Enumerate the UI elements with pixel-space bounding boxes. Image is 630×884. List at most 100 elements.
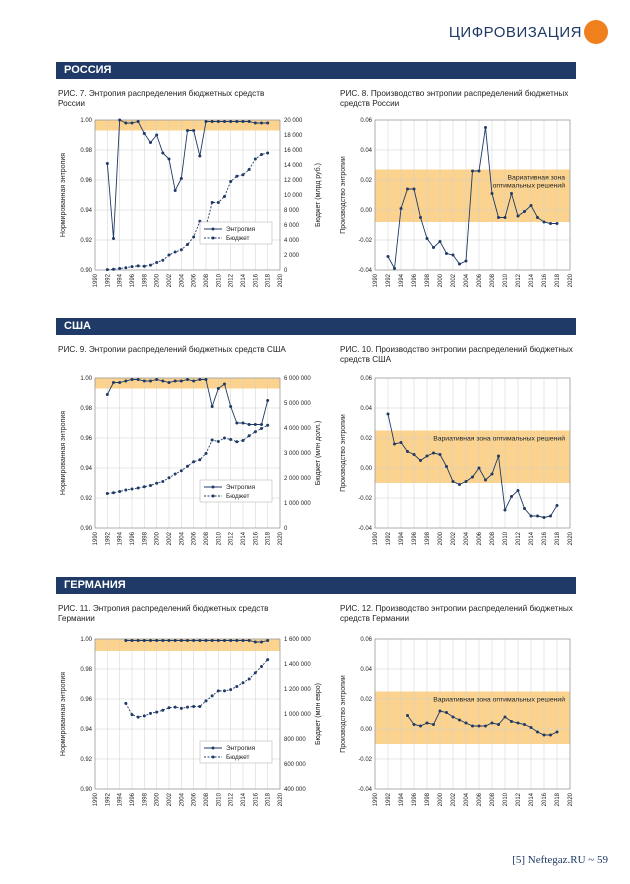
x-tick-label: 1998 — [425, 792, 431, 806]
entropy-point — [247, 423, 251, 426]
y2-tick-label: 0 — [284, 268, 288, 274]
x-tick-label: 2012 — [229, 531, 235, 545]
budget-series-line — [107, 152, 268, 271]
budget-point — [155, 261, 159, 264]
budget-point — [142, 714, 146, 718]
legend-marker-entropy — [211, 485, 215, 489]
budget-point — [112, 267, 115, 271]
budget-point — [229, 688, 233, 692]
budget-point — [266, 423, 270, 427]
plot-frame — [94, 638, 281, 790]
entropy-point — [136, 639, 140, 642]
entropy-point — [198, 639, 202, 642]
band-label: Вариативная зона — [508, 175, 566, 182]
budget-point — [142, 485, 146, 489]
budget-point — [105, 268, 109, 272]
entropy-point — [464, 259, 468, 263]
entropy-point — [105, 162, 109, 165]
entropy-point — [136, 378, 140, 381]
x-tick-label: 2012 — [516, 273, 522, 287]
entropy-point — [241, 120, 245, 123]
entropy-point — [167, 639, 171, 642]
chart-9 — [94, 377, 281, 529]
entropy-point — [432, 246, 435, 249]
entropy-point — [112, 237, 115, 240]
entropy-point — [260, 640, 263, 644]
x-tick-label: 1990 — [373, 792, 379, 806]
entropy-point — [155, 639, 159, 642]
entropy-point — [419, 459, 422, 462]
entropy-point — [130, 639, 134, 642]
x-tick-label: 1992 — [386, 792, 392, 806]
band-label: Вариативная зона оптимальных решений — [433, 696, 565, 704]
entropy-point — [497, 454, 500, 458]
entropy-point — [124, 121, 128, 125]
entropy-point — [516, 214, 520, 218]
entropy-point — [179, 177, 183, 180]
plot-frame — [374, 377, 571, 529]
entropy-point — [529, 514, 533, 518]
entropy-point — [198, 154, 202, 158]
entropy-point — [529, 726, 533, 729]
budget-point — [186, 705, 189, 709]
x-tick-label: 1990 — [373, 531, 379, 545]
entropy-point — [393, 442, 396, 446]
band-label: Вариативная зона оптимальных решений — [433, 435, 565, 443]
y-tick-label: 0.02 — [360, 697, 372, 703]
entropy-point — [406, 450, 409, 453]
budget-point — [130, 265, 134, 269]
x-tick-label: 2020 — [568, 531, 574, 545]
entropy-point — [464, 721, 468, 725]
budget-point — [161, 258, 165, 262]
y-tick-label: -0.02 — [358, 238, 372, 244]
x-tick-label: 2002 — [451, 273, 457, 287]
entropy-point — [523, 723, 526, 726]
entropy-point — [260, 423, 263, 426]
budget-point — [124, 701, 128, 705]
y-tick-label: 0.90 — [80, 526, 92, 532]
y-tick-label: 0.94 — [80, 208, 92, 214]
y2-tick-label: 18 000 — [284, 133, 303, 139]
y2-tick-label: 2 000 — [284, 253, 300, 259]
budget-point — [173, 472, 177, 476]
fig-caption-text: Производство энтропии распределений бюдж… — [340, 89, 569, 108]
entropy-point — [412, 453, 416, 456]
entropy-point — [549, 222, 552, 225]
y2-tick-label: 1 200 000 — [284, 687, 311, 693]
entropy-point — [124, 379, 128, 383]
x-tick-label: 2016 — [542, 792, 548, 806]
x-tick-label: 2012 — [516, 792, 522, 806]
y-tick-label: 0.04 — [360, 148, 372, 154]
y-axis-label: Нормированная энтропия — [60, 672, 67, 756]
y2-tick-label: 4 000 000 — [284, 426, 311, 432]
fig-11-caption: РИС. 11. Энтропия распределений бюджетны… — [58, 604, 293, 624]
entropy-point — [223, 382, 226, 386]
y2-tick-label: 6 000 000 — [284, 376, 311, 382]
entropy-point — [161, 151, 165, 155]
x-tick-label: 1998 — [142, 792, 148, 806]
entropy-point — [241, 639, 245, 642]
fig-caption-text: Энтропии распределений бюджетных средств… — [88, 345, 286, 354]
fig-number: РИС. 9. — [58, 345, 87, 354]
budget-point — [216, 689, 220, 693]
y2-tick-label: 600 000 — [284, 762, 306, 768]
entropy-point — [477, 466, 481, 470]
entropy-point — [235, 421, 239, 425]
y-tick-label: 0.94 — [80, 727, 92, 733]
budget-point — [155, 481, 159, 485]
y2-tick-label: 1 000 000 — [284, 712, 311, 718]
entropy-point — [118, 118, 122, 122]
entropy-point — [223, 639, 226, 642]
entropy-point — [471, 724, 474, 728]
budget-point — [260, 665, 263, 668]
entropy-point — [438, 240, 442, 243]
x-tick-label: 1994 — [399, 792, 405, 806]
page-footer: [5] Neftegaz.RU ~ 59 — [512, 854, 608, 866]
y2-tick-label: 16 000 — [284, 148, 303, 154]
entropy-point — [464, 480, 468, 483]
legend-marker-budget — [211, 494, 215, 498]
y-tick-label: 0.92 — [80, 496, 92, 502]
budget-point — [229, 180, 233, 183]
entropy-point — [386, 412, 390, 416]
